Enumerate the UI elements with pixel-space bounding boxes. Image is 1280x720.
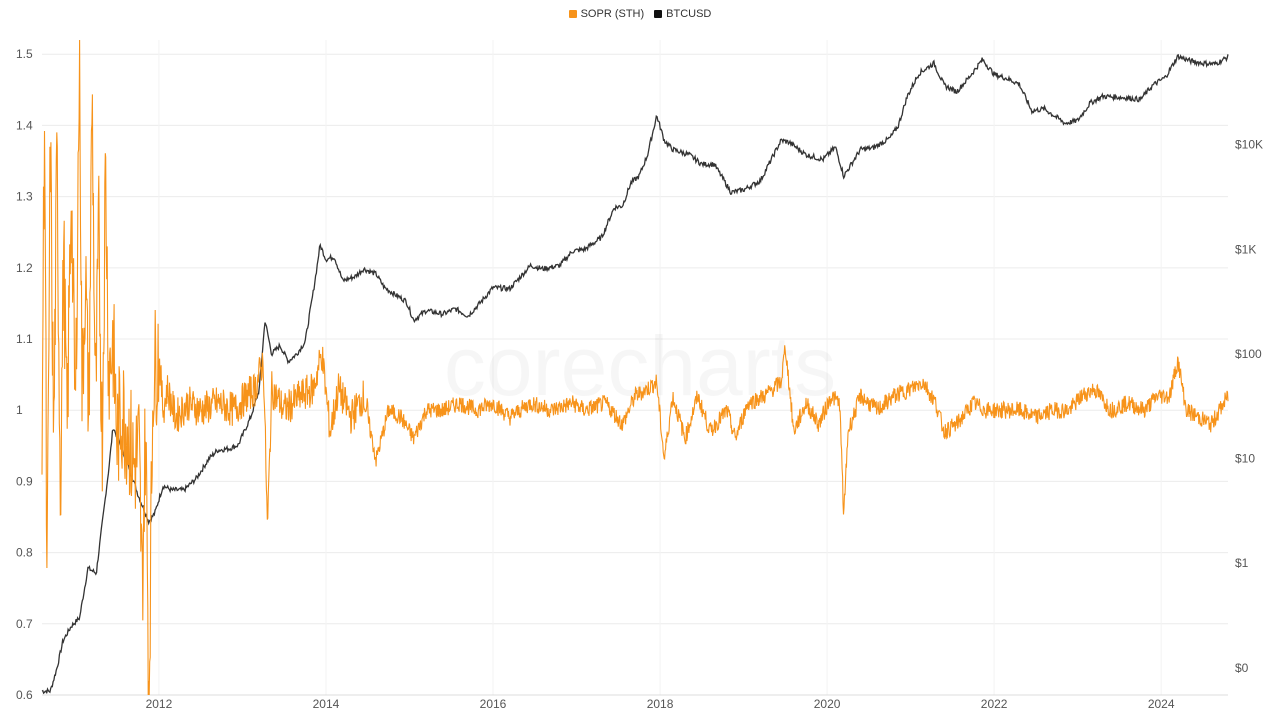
left-tick-label: 1.2 [16, 261, 33, 275]
left-tick-label: 0.6 [16, 688, 33, 702]
left-tick-label: 1 [16, 403, 23, 417]
x-tick-label: 2014 [313, 697, 340, 711]
legend: SOPR (STH) BTCUSD [0, 8, 1280, 20]
legend-swatch-sopr [568, 10, 577, 18]
x-tick-label: 2018 [647, 697, 674, 711]
left-tick-label: 0.7 [16, 617, 33, 631]
btcusd-line [41, 53, 1229, 695]
right-tick-label: $100 [1235, 347, 1262, 361]
watermark: corecharts [444, 319, 836, 413]
left-tick-label: 1.5 [16, 47, 33, 61]
right-tick-label: $1 [1235, 556, 1249, 570]
legend-item-btcusd[interactable]: BTCUSD [654, 8, 711, 20]
left-tick-label: 0.8 [16, 546, 33, 560]
legend-label-btcusd: BTCUSD [666, 8, 712, 20]
legend-label-sopr: SOPR (STH) [580, 8, 645, 20]
x-tick-label: 2020 [814, 697, 841, 711]
right-tick-label: $1K [1235, 242, 1256, 256]
left-tick-label: 1.4 [16, 118, 33, 132]
sopr-sth-line [41, 39, 1229, 696]
right-tick-label: $10K [1235, 138, 1263, 152]
x-tick-label: 2022 [981, 697, 1008, 711]
right-tick-label: $10 [1235, 452, 1255, 466]
x-tick-label: 2016 [480, 697, 507, 711]
legend-swatch-btcusd [654, 10, 663, 18]
legend-item-sopr[interactable]: SOPR (STH) [568, 8, 645, 20]
x-tick-label: 2012 [146, 697, 173, 711]
left-tick-label: 1.3 [16, 190, 33, 204]
left-tick-label: 1.1 [16, 332, 33, 346]
x-tick-label: 2024 [1148, 697, 1175, 711]
right-tick-label: $0 [1235, 661, 1249, 675]
left-tick-label: 0.9 [16, 474, 33, 488]
